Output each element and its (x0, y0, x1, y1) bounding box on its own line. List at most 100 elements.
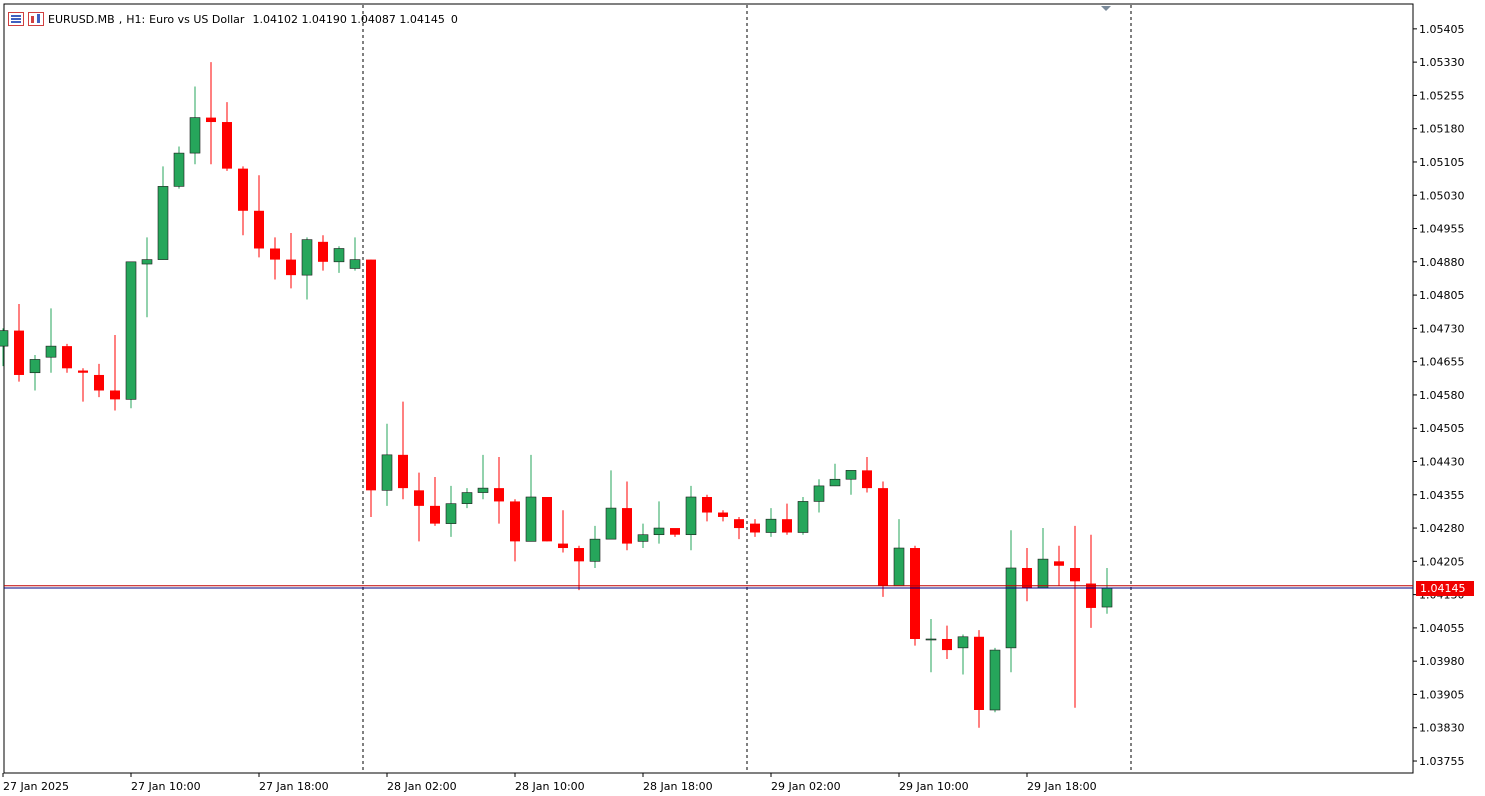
candle-body (270, 248, 280, 260)
candle (653, 501, 665, 544)
candle (734, 516, 744, 540)
candle-body (525, 496, 537, 542)
y-tick-label: 1.04430 (1419, 455, 1465, 468)
x-tick-label: 27 Jan 2025 (3, 780, 69, 793)
y-tick-label: 1.05030 (1419, 189, 1465, 202)
plot-area[interactable] (3, 3, 1414, 774)
candle-body (286, 259, 296, 276)
candle (461, 488, 473, 509)
candle-body (862, 470, 872, 489)
price-lines (4, 585, 1413, 589)
y-tick-label: 1.05255 (1419, 89, 1465, 102)
y-tick-label: 1.04580 (1419, 389, 1465, 402)
candle (637, 523, 649, 549)
candle (910, 545, 920, 646)
candle (1054, 545, 1064, 586)
candle-body (670, 528, 680, 535)
candle (957, 634, 969, 675)
candle (942, 625, 952, 659)
x-tick-label: 28 Jan 02:00 (387, 780, 457, 793)
candle-body (45, 345, 57, 358)
candle-body (1037, 558, 1049, 589)
candle (381, 423, 393, 506)
shift-marker-icon[interactable] (1101, 6, 1111, 11)
candle (718, 510, 728, 522)
candle (1022, 548, 1032, 602)
symbol-label: EURUSD.MB (48, 12, 115, 26)
ohlc-values: 1.04102 1.04190 1.04087 1.04145 (252, 12, 445, 26)
candle (574, 545, 584, 591)
candle (765, 508, 777, 537)
candle-body (845, 470, 857, 480)
candle-body (605, 507, 617, 540)
current-price-tag: 1.04145 (1416, 580, 1474, 596)
candle (349, 237, 361, 271)
candle-body (78, 370, 88, 373)
candle-body (445, 503, 457, 524)
candle (173, 146, 185, 189)
candle (925, 619, 937, 673)
candle (829, 463, 841, 487)
candle-body (957, 636, 969, 649)
candle-body (734, 519, 744, 529)
y-tick-label: 1.04205 (1419, 555, 1465, 568)
chart-settings-icon[interactable] (28, 12, 44, 26)
y-tick-label: 1.04280 (1419, 522, 1465, 535)
volume-value: 0 (450, 12, 458, 26)
candle (29, 354, 41, 391)
candle (366, 259, 376, 517)
x-tick-label: 27 Jan 10:00 (131, 780, 201, 793)
candle (702, 494, 712, 522)
candle-body (718, 512, 728, 517)
candle (989, 647, 1001, 713)
candle-body (829, 478, 841, 487)
candle (189, 86, 201, 165)
menu-icon[interactable] (8, 12, 24, 26)
price-axis[interactable]: 1.05405 1.05330 1.05255 1.05180 1.05105 1.050… (1413, 23, 1465, 768)
candle-body (333, 248, 345, 263)
candle-body (414, 490, 424, 506)
candle (1005, 530, 1017, 673)
symbol-description: Euro vs US Dollar (149, 12, 245, 26)
y-tick-label: 1.03830 (1419, 722, 1465, 735)
x-tick-label: 29 Jan 10:00 (899, 780, 969, 793)
candle-body (206, 117, 216, 123)
candle-body (685, 496, 697, 536)
candle-body (1101, 587, 1113, 608)
candle-body (702, 496, 712, 513)
candle (878, 481, 888, 597)
candle-body (94, 374, 104, 391)
candle (862, 457, 872, 493)
candle (286, 232, 296, 289)
time-axis[interactable]: 27 Jan 2025 27 Jan 10:00 27 Jan 18:00 28 Ja… (2, 773, 1097, 793)
candle (318, 235, 328, 271)
candle-body (318, 241, 328, 262)
candle (445, 485, 457, 537)
candle-body (910, 548, 920, 639)
candle (14, 303, 24, 382)
candle-body (797, 501, 809, 533)
y-tick-label: 1.03905 (1419, 688, 1465, 701)
y-tick-label: 1.05330 (1419, 56, 1465, 69)
candle-body (542, 496, 552, 542)
candle (797, 496, 809, 535)
y-tick-label: 1.04055 (1419, 622, 1465, 635)
candle (1086, 534, 1096, 628)
candle-body (1005, 567, 1017, 649)
candle-body (974, 636, 984, 710)
timeframe-label: H1: (126, 12, 146, 26)
candle-body (141, 259, 153, 265)
candle (270, 237, 280, 280)
x-tick-label: 27 Jan 18:00 (259, 780, 329, 793)
candle-body (157, 186, 169, 260)
y-tick-label: 1.03755 (1419, 755, 1465, 768)
x-tick-label: 29 Jan 02:00 (771, 780, 841, 793)
candle-body (765, 518, 777, 533)
candle (670, 528, 680, 537)
candle (750, 519, 760, 537)
candle (542, 496, 552, 542)
candle-body (494, 488, 504, 502)
candle (494, 457, 504, 524)
candle (414, 472, 424, 542)
